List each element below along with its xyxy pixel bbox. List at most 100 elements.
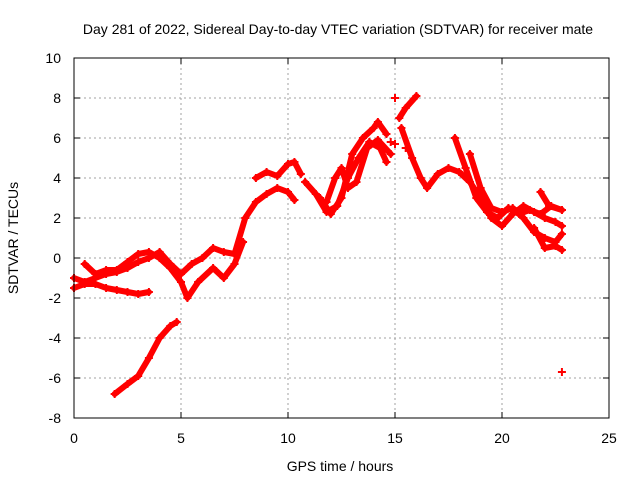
series-track-4 <box>110 318 181 398</box>
data-point <box>230 260 239 268</box>
data-point <box>123 258 132 266</box>
data-point <box>498 208 506 216</box>
plot-border <box>73 57 610 419</box>
data-point <box>455 168 464 176</box>
data-point <box>337 194 346 202</box>
data-point <box>301 178 310 186</box>
data-point <box>423 184 432 192</box>
data-point <box>373 136 382 144</box>
x-axis-label: GPS time / hours <box>287 458 394 474</box>
data-point <box>483 208 492 216</box>
data-point <box>123 288 132 296</box>
y-tick-label: 0 <box>53 250 61 266</box>
data-point <box>239 238 248 246</box>
data-point <box>209 244 218 252</box>
data-point <box>536 188 545 196</box>
data-point <box>557 368 566 376</box>
x-tick-label: 5 <box>177 430 185 446</box>
data-point <box>284 160 292 168</box>
data-point <box>461 164 470 172</box>
series-trace <box>81 239 247 301</box>
data-point <box>395 114 404 122</box>
data-point <box>545 202 554 210</box>
data-point <box>112 266 121 274</box>
data-point <box>183 294 192 302</box>
series-track-7 <box>316 118 391 218</box>
data-point <box>557 230 566 238</box>
data-point <box>134 290 143 298</box>
y-tick-label: -6 <box>49 370 62 386</box>
y-tick-label: 8 <box>53 90 61 106</box>
data-point <box>262 168 271 176</box>
data-point <box>530 224 539 232</box>
data-point <box>144 288 153 296</box>
data-point <box>331 174 340 182</box>
data-point <box>80 280 89 288</box>
series-track-2 <box>70 280 153 298</box>
series-track-9 <box>395 92 421 122</box>
data-point <box>465 150 474 158</box>
data-point <box>450 134 459 142</box>
data-point <box>536 210 545 218</box>
y-tick-label: 4 <box>53 170 61 186</box>
data-point <box>433 170 442 178</box>
data-point <box>251 198 260 206</box>
data-point <box>519 214 528 222</box>
data-point <box>551 242 560 250</box>
data-point <box>391 94 399 102</box>
data-point <box>416 174 425 182</box>
data-point <box>219 248 228 256</box>
data-point <box>519 202 528 210</box>
data-point <box>144 354 153 362</box>
series-trace <box>531 225 565 253</box>
x-tick-label: 0 <box>70 430 78 446</box>
y-tick-label: 10 <box>45 50 61 66</box>
data-point <box>273 184 282 192</box>
data-point <box>209 264 218 272</box>
data-point <box>284 188 292 196</box>
data-point <box>311 190 320 198</box>
data-point <box>540 244 549 252</box>
data-point <box>386 150 395 158</box>
data-point <box>326 210 335 218</box>
series-track-14 <box>530 224 566 254</box>
data-point <box>557 222 566 230</box>
series-track-5 <box>251 158 305 182</box>
data-point <box>166 322 175 330</box>
data-point <box>219 274 228 282</box>
grid <box>73 57 610 419</box>
data-point <box>290 196 299 204</box>
data-point <box>241 214 250 222</box>
data-point <box>296 170 305 178</box>
series-isolated <box>386 94 566 376</box>
data-point <box>123 380 132 388</box>
y-tick-label: 6 <box>53 130 61 146</box>
data-point <box>397 124 406 132</box>
data-point <box>557 246 566 254</box>
data-point <box>172 318 181 326</box>
x-tick-label: 20 <box>494 430 510 446</box>
data-point <box>369 124 378 132</box>
data-point <box>102 284 111 292</box>
data-point <box>476 184 485 192</box>
data-point <box>134 372 143 380</box>
data-point <box>187 260 196 268</box>
series-trace <box>466 151 565 245</box>
data-point <box>80 260 89 268</box>
data-point <box>155 334 164 342</box>
data-point <box>337 164 346 172</box>
data-point <box>134 258 143 266</box>
series-trace <box>537 189 565 213</box>
data-point <box>498 222 506 230</box>
data-point <box>382 158 391 166</box>
chart-title: Day 281 of 2022, Sidereal Day-to-day VTE… <box>83 21 593 37</box>
series-track-8 <box>322 136 395 206</box>
data-point <box>551 218 560 226</box>
y-tick-label: 2 <box>53 210 61 226</box>
y-axis-label: SDTVAR / TECUs <box>5 182 21 294</box>
data-point <box>91 270 100 278</box>
data-point <box>408 154 417 162</box>
data-point <box>144 248 153 256</box>
data-point <box>110 390 119 398</box>
